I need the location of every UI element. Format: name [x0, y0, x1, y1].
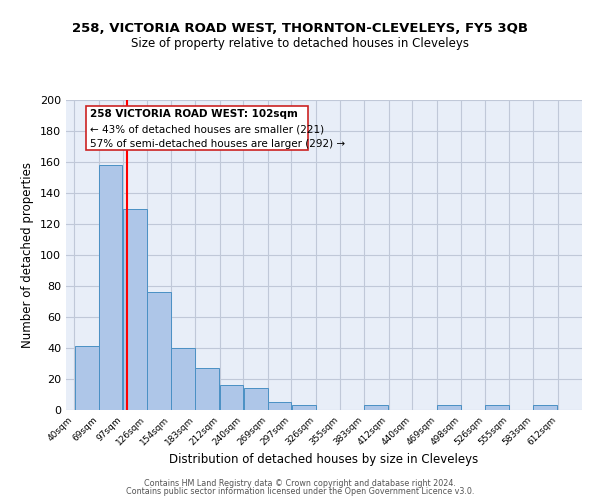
- Bar: [533, 406, 557, 410]
- Text: ← 43% of detached houses are smaller (221): ← 43% of detached houses are smaller (22…: [89, 124, 324, 134]
- Bar: [292, 406, 316, 410]
- Bar: [485, 406, 509, 410]
- Bar: [364, 406, 388, 410]
- Bar: [268, 402, 291, 410]
- Bar: [171, 348, 195, 410]
- Text: 258, VICTORIA ROAD WEST, THORNTON-CLEVELEYS, FY5 3QB: 258, VICTORIA ROAD WEST, THORNTON-CLEVEL…: [72, 22, 528, 36]
- Bar: [196, 368, 220, 410]
- Bar: [437, 406, 461, 410]
- Bar: [99, 165, 122, 410]
- Bar: [147, 292, 170, 410]
- FancyBboxPatch shape: [86, 106, 308, 150]
- Bar: [220, 385, 243, 410]
- Text: 57% of semi-detached houses are larger (292) →: 57% of semi-detached houses are larger (…: [89, 138, 345, 149]
- X-axis label: Distribution of detached houses by size in Cleveleys: Distribution of detached houses by size …: [169, 452, 479, 466]
- Text: Contains HM Land Registry data © Crown copyright and database right 2024.: Contains HM Land Registry data © Crown c…: [144, 478, 456, 488]
- Text: 258 VICTORIA ROAD WEST: 102sqm: 258 VICTORIA ROAD WEST: 102sqm: [89, 110, 298, 120]
- Text: Size of property relative to detached houses in Cleveleys: Size of property relative to detached ho…: [131, 38, 469, 51]
- Text: Contains public sector information licensed under the Open Government Licence v3: Contains public sector information licen…: [126, 487, 474, 496]
- Bar: [244, 388, 268, 410]
- Y-axis label: Number of detached properties: Number of detached properties: [22, 162, 34, 348]
- Bar: [74, 346, 99, 410]
- Bar: [123, 208, 147, 410]
